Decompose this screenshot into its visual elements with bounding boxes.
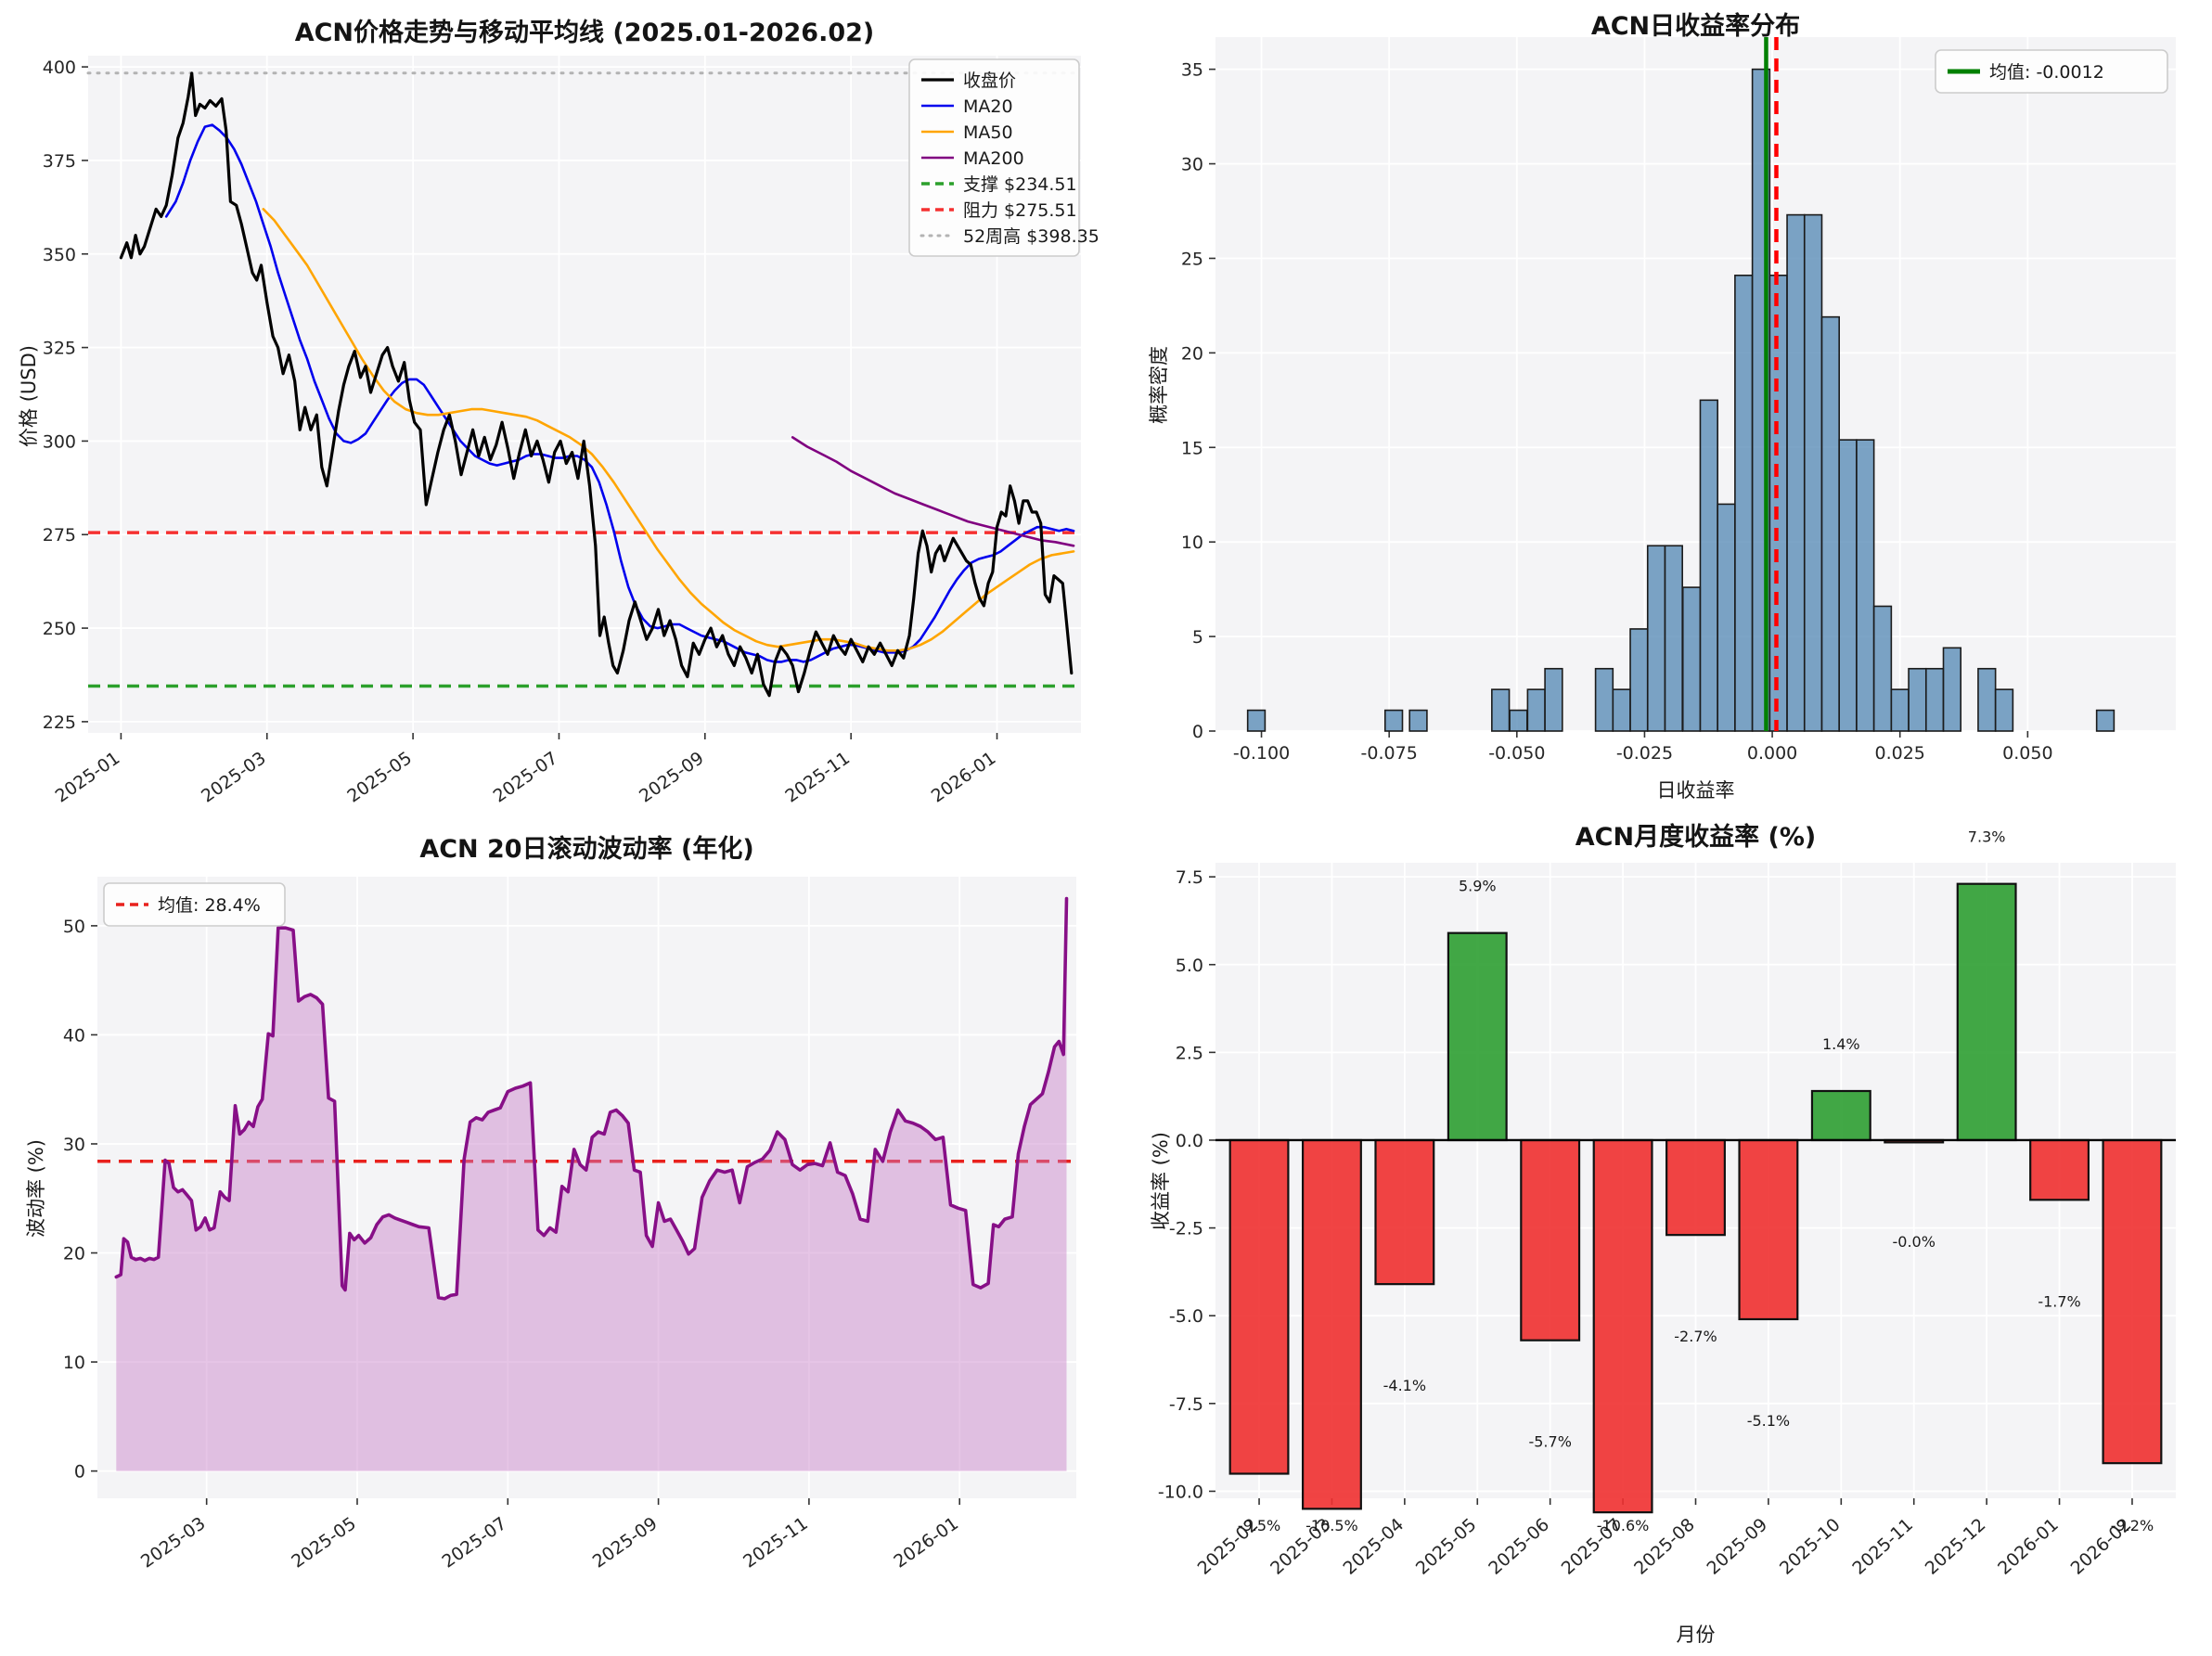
monthly-returns-title: ACN月度收益率 (%) <box>1575 823 1817 852</box>
volatility-title: ACN 20日滚动波动率 (年化) <box>419 835 754 864</box>
svg-text:52周高 $398.35: 52周高 $398.35 <box>963 226 1100 247</box>
svg-text:收盘价: 收盘价 <box>963 71 1016 91</box>
svg-text:50: 50 <box>63 917 85 937</box>
svg-text:-2.5: -2.5 <box>1169 1219 1203 1239</box>
svg-text:-5.1%: -5.1% <box>1747 1412 1790 1430</box>
svg-text:40: 40 <box>63 1025 85 1046</box>
svg-text:支撑 $234.51: 支撑 $234.51 <box>963 174 1077 195</box>
svg-text:2025-01: 2025-01 <box>52 748 124 807</box>
histogram-y-axis-label: 概率密度 <box>1148 346 1170 424</box>
svg-text:-2.7%: -2.7% <box>1674 1328 1717 1345</box>
volatility-y-axis-label: 波动率 (%) <box>25 1139 47 1239</box>
svg-text:-5.7%: -5.7% <box>1528 1433 1571 1451</box>
svg-text:0.050: 0.050 <box>2002 743 2052 764</box>
svg-text:10: 10 <box>1181 533 1203 553</box>
monthly-returns-x-axis-label: 月份 <box>1676 1624 1716 1646</box>
svg-text:2025-11: 2025-11 <box>739 1513 812 1573</box>
svg-text:2025-11: 2025-11 <box>781 748 854 807</box>
svg-text:2026-01: 2026-01 <box>890 1513 962 1573</box>
svg-text:2025-09: 2025-09 <box>1704 1514 1772 1578</box>
svg-text:7.3%: 7.3% <box>1968 828 2006 846</box>
svg-text:-9.5%: -9.5% <box>1238 1517 1280 1534</box>
svg-text:1.4%: 1.4% <box>1822 1035 1860 1053</box>
price-chart-title: ACN价格走势与移动平均线 (2025.01-2026.02) <box>294 19 875 47</box>
svg-text:2025-03: 2025-03 <box>137 1513 210 1573</box>
svg-text:250: 250 <box>43 619 76 639</box>
svg-text:5.0: 5.0 <box>1176 956 1203 976</box>
svg-text:2025-12: 2025-12 <box>1922 1514 1990 1578</box>
svg-text:20: 20 <box>63 1244 85 1264</box>
svg-text:MA50: MA50 <box>963 122 1013 143</box>
monthly-returns-y-axis-label: 收益率 (%) <box>1150 1132 1172 1231</box>
svg-text:2025-09: 2025-09 <box>636 748 708 807</box>
svg-text:-5.0: -5.0 <box>1169 1306 1203 1327</box>
svg-text:10: 10 <box>63 1353 85 1373</box>
svg-text:-0.075: -0.075 <box>1361 743 1418 764</box>
svg-text:2025-06: 2025-06 <box>1485 1514 1553 1578</box>
svg-text:-1.7%: -1.7% <box>2038 1292 2080 1310</box>
svg-text:-4.1%: -4.1% <box>1383 1377 1426 1394</box>
svg-text:15: 15 <box>1181 438 1203 458</box>
histogram-title: ACN日收益率分布 <box>1590 12 1801 41</box>
svg-text:2025-05: 2025-05 <box>288 1513 360 1573</box>
svg-text:375: 375 <box>43 151 76 172</box>
svg-text:-0.100: -0.100 <box>1233 743 1290 764</box>
svg-text:2026-01: 2026-01 <box>1994 1514 2063 1578</box>
svg-text:-10.6%: -10.6% <box>1597 1517 1650 1534</box>
svg-text:225: 225 <box>43 712 76 733</box>
svg-text:0.025: 0.025 <box>1875 743 1925 764</box>
svg-text:25: 25 <box>1181 249 1203 269</box>
svg-text:0: 0 <box>74 1462 85 1483</box>
hist-plot: 0 5 10 15 20 25 30 35 -0.100 -0.075 -0.050 -0.025 0.… <box>1181 37 2176 764</box>
svg-text:20: 20 <box>1181 343 1203 364</box>
svg-text:2026-01: 2026-01 <box>928 748 1000 807</box>
svg-text:-0.050: -0.050 <box>1488 743 1545 764</box>
svg-text:2025-03: 2025-03 <box>198 748 270 807</box>
svg-text:275: 275 <box>43 525 76 546</box>
svg-text:-9.2%: -9.2% <box>2111 1517 2154 1534</box>
svg-text:0.000: 0.000 <box>1747 743 1797 764</box>
svg-text:2025-10: 2025-10 <box>1776 1514 1845 1578</box>
svg-text:2025-11: 2025-11 <box>1848 1514 1917 1578</box>
volatility-plot: 0 10 20 30 40 50 2025-03 2025-05 2025-07 2025-09 2… <box>63 877 1076 1573</box>
svg-text:-10.0: -10.0 <box>1158 1482 1203 1502</box>
svg-text:350: 350 <box>43 245 76 265</box>
svg-text:325: 325 <box>43 339 76 359</box>
svg-text:0.0: 0.0 <box>1176 1131 1203 1151</box>
svg-text:MA200: MA200 <box>963 148 1024 169</box>
svg-text:-0.025: -0.025 <box>1616 743 1673 764</box>
svg-text:2025-07: 2025-07 <box>490 748 562 807</box>
svg-text:300: 300 <box>43 431 76 452</box>
histogram-x-axis-label: 日收益率 <box>1656 779 1735 802</box>
svg-text:-0.0%: -0.0% <box>1893 1233 1936 1251</box>
svg-text:MA20: MA20 <box>963 96 1013 117</box>
svg-text:2025-05: 2025-05 <box>1412 1514 1481 1578</box>
svg-text:-10.5%: -10.5% <box>1305 1517 1358 1534</box>
svg-text:均值: -0.0012: 均值: -0.0012 <box>1989 62 2104 83</box>
svg-text:7.5: 7.5 <box>1176 867 1203 888</box>
svg-text:2.5: 2.5 <box>1176 1043 1203 1063</box>
svg-text:400: 400 <box>43 58 76 78</box>
svg-text:阻力 $275.51: 阻力 $275.51 <box>963 200 1077 221</box>
svg-text:35: 35 <box>1181 60 1203 81</box>
svg-text:均值: 28.4%: 均值: 28.4% <box>158 895 261 916</box>
svg-text:2025-09: 2025-09 <box>589 1513 662 1573</box>
svg-text:2025-07: 2025-07 <box>439 1513 511 1573</box>
price-plot: 225 250 275 300 325 350 375 400 2025-01 2025-03 20… <box>43 56 1100 807</box>
svg-text:5: 5 <box>1192 627 1203 648</box>
svg-text:5.9%: 5.9% <box>1459 878 1497 895</box>
price-y-axis-label: 价格 (USD) <box>18 345 40 447</box>
svg-text:30: 30 <box>63 1135 85 1155</box>
svg-text:2025-05: 2025-05 <box>343 748 416 807</box>
svg-text:30: 30 <box>1181 155 1203 175</box>
svg-text:-7.5: -7.5 <box>1169 1394 1203 1415</box>
svg-text:0: 0 <box>1192 722 1203 742</box>
